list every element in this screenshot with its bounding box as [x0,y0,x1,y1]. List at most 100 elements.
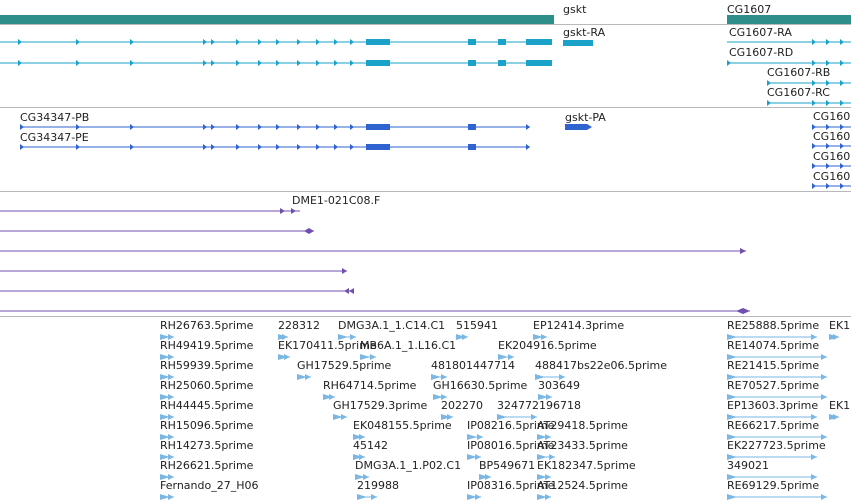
protein-cg34347-pe[interactable]: CG34347-PE [20,131,530,150]
cdna-read[interactable]: EK048155.5prime [353,419,452,440]
cdna-read-track: RH26763.5prime 228312 DMG3A.1_1.C14.C1 5159… [160,319,850,500]
cdna-read[interactable]: RH25060.5prime [160,379,254,400]
transcript-gskt-ra[interactable]: gskt-RA [563,26,606,46]
cdna-read-label: EP13603.3prime [727,399,818,412]
cdna-read[interactable]: RE21415.5prime [727,359,827,380]
cdna-read[interactable]: Fernando_27_H06 [160,479,258,500]
cdna-read[interactable]: EP13603.3prime [727,399,818,420]
cdna-read[interactable]: EK204916.5prime [498,339,597,360]
cdna-read-label: RH26763.5prime [160,319,254,332]
cdna-read[interactable]: EK227723.5prime [727,439,826,460]
cdna-read[interactable]: DMG3A.1_1.P02.C1 [355,459,461,480]
est-label: DME1-021C08.F [292,194,380,207]
gene-label-cg1607[interactable]: CG1607 [727,3,771,16]
cdna-read[interactable]: RH59939.5prime [160,359,254,380]
est-alignment[interactable] [0,248,746,254]
protein-gskt-pa[interactable]: gskt-PA [565,111,606,130]
cdna-read[interactable]: AT23433.5prime [537,439,628,460]
cdna-read-arrow [357,494,377,500]
cdna-read[interactable]: AT29418.5prime [537,419,628,440]
cdna-read[interactable]: EK1 [829,319,850,340]
cdna-read-arrow [497,414,537,420]
cdna-read[interactable]: IP08016.5prime [467,439,555,460]
cdna-read-arrow [467,454,481,460]
cdna-read[interactable]: MB6A.1_1.L16.C1 [360,339,456,360]
cdna-read[interactable]: EK182347.5prime [537,459,636,480]
cdna-read-label: RH44445.5prime [160,399,254,412]
cdna-read[interactable]: 349021 [727,459,817,480]
protein-cg1607-rows[interactable]: CG160 CG160 CG160 CG160 [812,110,851,189]
cdna-read[interactable]: RH64714.5prime [323,379,417,400]
cdna-read[interactable]: GH17529.3prime [333,399,428,420]
cdna-read[interactable]: RE66217.5prime [727,419,827,440]
cdna-read[interactable]: RH49419.5prime [160,339,254,360]
cdna-read-label: AT29418.5prime [537,419,628,432]
cdna-read[interactable]: 202270 [441,399,483,420]
est-alignment[interactable] [0,288,354,294]
protein-label: CG34347-PE [20,131,89,144]
cdna-read[interactable]: EP12414.3prime [533,319,624,340]
cdna-read-label: GH17529.5prime [297,359,392,372]
cdna-read[interactable]: 303649 [538,379,580,400]
transcript-cg1607-ra[interactable]: CG1607-RA [727,26,851,45]
cdna-read[interactable]: RE69129.5prime [727,479,827,500]
est-alignment[interactable] [0,268,347,274]
cdna-read[interactable]: 488417bs22e06.5prime [535,359,667,380]
cdna-read[interactable]: RH14273.5prime [160,439,254,460]
transcript-row[interactable] [0,39,552,45]
cdna-read[interactable]: EK170411.5prime [278,339,377,360]
cdna-read[interactable]: RH15096.5prime [160,419,254,440]
cdna-read[interactable]: RE25888.5prime [727,319,819,340]
cdna-read[interactable]: BP549671 [479,459,535,480]
cdna-read[interactable]: RH44445.5prime [160,399,254,420]
cdna-read-label: RH25060.5prime [160,379,254,392]
exon-marks [18,39,552,45]
cdna-read[interactable]: RE70527.5prime [727,379,827,400]
gene-label-gskt[interactable]: gskt [563,3,587,16]
protein-label: CG160 [813,130,850,143]
protein-label: gskt-PA [565,111,606,124]
cdna-read-label: BP549671 [479,459,535,472]
cdna-read-label: RE70527.5prime [727,379,819,392]
cdna-read[interactable]: IP08216.5prime [467,419,555,440]
transcript-label: CG1607-RC [767,86,830,99]
gene-bar-cg1607[interactable] [727,15,851,24]
cdna-read-label: DMG3A.1_1.C14.C1 [338,319,445,332]
cdna-read-arrow [278,354,290,360]
cdna-read-label: EK227723.5prime [727,439,826,452]
cdna-read[interactable]: 515941 [456,319,498,340]
cdna-read[interactable]: RH26763.5prime [160,319,254,340]
protein-cg34347-pb[interactable]: CG34347-PB [20,111,530,130]
cdna-read-label: RH26621.5prime [160,459,254,472]
transcript-cg1607-rc[interactable]: CG1607-RC [767,86,851,106]
cdna-read-label: EP12414.3prime [533,319,624,332]
cdna-read[interactable]: 219988 [357,479,399,500]
cdna-read[interactable]: RH26621.5prime [160,459,254,480]
cdna-read-label: 515941 [456,319,498,332]
cdna-read[interactable]: 228312 [278,319,320,340]
cdna-read-arrow [498,354,514,360]
transcript-row[interactable] [0,60,552,66]
cdna-read[interactable]: EK1 [829,399,850,420]
transcript-cg1607-rd[interactable]: CG1607-RD [727,46,851,66]
transcript-cg1607-rb[interactable]: CG1607-RB [767,66,851,86]
est-alignment[interactable]: DME1-021C08.F [0,194,380,214]
est-alignment[interactable] [0,308,750,314]
cdna-read[interactable]: 481801447714 [431,359,515,380]
gene-bar-gskt[interactable] [0,15,554,24]
cdna-read[interactable]: IP08316.5prime [467,479,555,500]
cdna-read[interactable]: 324772196718 [497,399,581,420]
cdna-read-arrow [537,454,555,460]
est-alignment[interactable] [0,228,314,234]
cdna-read[interactable]: RE14074.5prime [727,339,827,360]
cdna-read[interactable]: DMG3A.1_1.C14.C1 [338,319,445,340]
cdna-read[interactable]: AT12524.5prime [537,479,628,500]
cdna-read[interactable]: GH17529.5prime [297,359,392,380]
cdna-read[interactable]: 45142 [353,439,388,460]
protein-label: CG160 [813,170,850,183]
cdna-read[interactable]: GH16630.5prime [433,379,528,400]
cdna-read-arrow [160,374,174,380]
transcript-track: gskt-RA CG1607-RA CG1607-RD CG1607-RB CG… [0,26,851,106]
cdna-read-arrow [338,334,356,340]
cdna-read-arrow [160,334,174,340]
